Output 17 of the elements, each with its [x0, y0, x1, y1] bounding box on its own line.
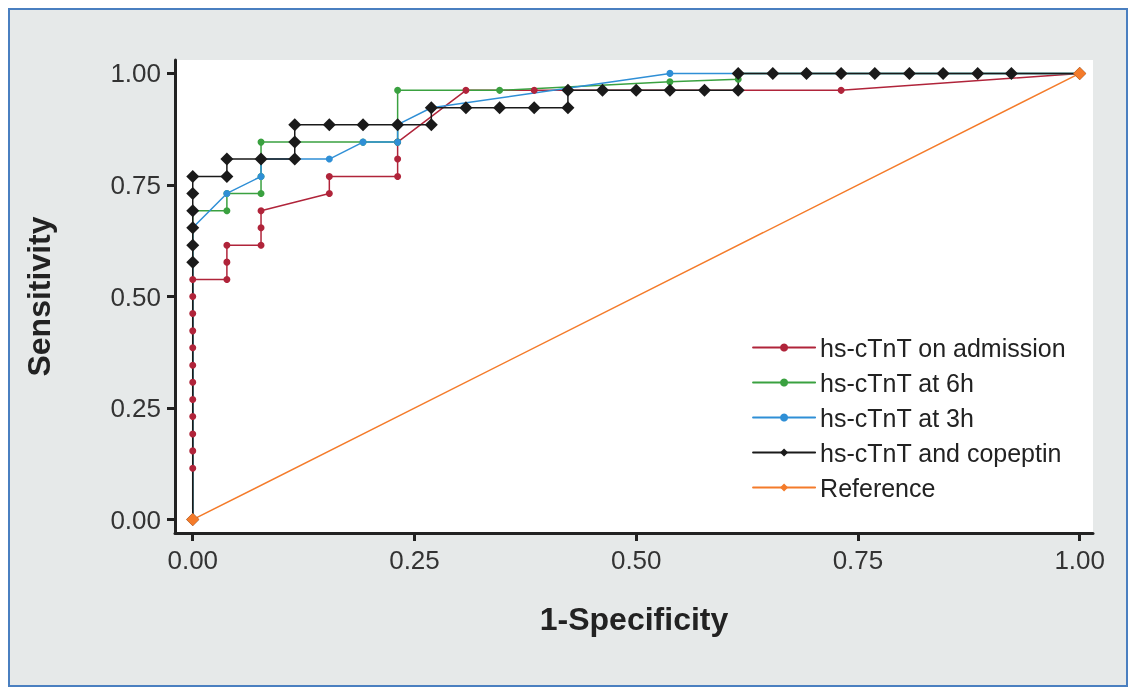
legend-label: hs-cTnT at 6h: [820, 368, 974, 397]
x-tick-label: 0.50: [610, 545, 662, 575]
legend-label: hs-cTnT at 3h: [820, 403, 974, 432]
y-tick-label: 0.00: [110, 504, 161, 535]
y-axis-title: Sensitivity: [21, 216, 57, 377]
legend-label: hs-cTnT and copeptin: [820, 438, 1062, 467]
x-tick-label: 0.75: [832, 545, 884, 575]
x-tick-label: 1.00: [1054, 545, 1105, 575]
x-axis-title: 1-Specificity: [539, 601, 729, 637]
legend-label: Reference: [820, 473, 936, 502]
y-tick-label: 0.25: [110, 393, 161, 424]
legend-label: hs-cTnT on admission: [820, 333, 1066, 362]
y-tick-label: 0.50: [110, 281, 161, 312]
y-tick-label: 1.00: [110, 58, 161, 89]
y-tick-label: 0.75: [110, 169, 161, 200]
x-tick-label: 0.00: [167, 545, 219, 575]
x-tick-label: 0.25: [389, 545, 440, 575]
